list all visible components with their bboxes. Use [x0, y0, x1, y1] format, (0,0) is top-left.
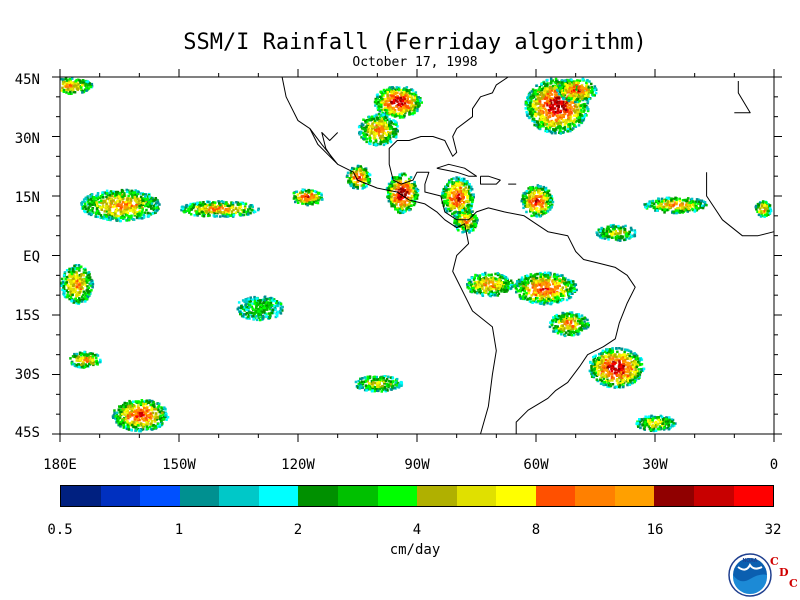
colorbar-swatch-7 — [337, 486, 378, 506]
atlantic-coast — [388, 76, 636, 434]
baja-california — [309, 128, 339, 165]
colorbar-swatch-12 — [535, 486, 576, 506]
rain-cluster-20 — [60, 264, 95, 305]
colorbar-label-0-5: 0.5 — [47, 522, 73, 538]
rain-cluster-24 — [635, 414, 677, 433]
coastlines — [281, 76, 775, 435]
colorbar-swatch-8 — [377, 486, 418, 506]
gulf-of-california — [321, 132, 339, 161]
rain-cluster-10 — [441, 176, 475, 218]
lon-label-0: 0 — [769, 457, 779, 473]
rain-cluster-9 — [385, 172, 420, 215]
rain-cluster-21 — [69, 350, 102, 369]
rain-cluster-13 — [643, 196, 708, 215]
rain-cluster-22 — [111, 399, 170, 433]
rain-cluster-23 — [354, 375, 404, 393]
rainfall-map — [52, 69, 782, 442]
cdc-letter-d: D — [779, 566, 789, 579]
rain-cluster-17 — [466, 271, 515, 298]
lat-label-45n: 45N — [14, 72, 40, 88]
lon-label-30w: 30W — [642, 457, 668, 473]
map-ticks — [52, 69, 782, 442]
colorbar-swatch-0 — [61, 486, 101, 506]
colorbar-swatch-13 — [575, 486, 615, 506]
rain-cluster-1 — [373, 86, 423, 119]
lon-label-180e: 180E — [43, 457, 77, 473]
colorbar-label-2: 2 — [293, 522, 303, 538]
lon-label-120w: 120W — [281, 457, 315, 473]
rain-cluster-5 — [80, 188, 161, 223]
rain-cluster-14 — [595, 223, 637, 242]
colorbar-label-4: 4 — [412, 522, 422, 538]
colorbar-unit: cm/day — [389, 542, 441, 558]
rain-cluster-0 — [60, 77, 94, 95]
colorbar-swatch-9 — [417, 486, 457, 506]
colorbar-swatch-4 — [219, 486, 259, 506]
colorbar-swatch-15 — [654, 486, 694, 506]
colorbar-label-8: 8 — [531, 522, 541, 538]
rain-cluster-2 — [357, 113, 399, 147]
colorbar-swatch-17 — [733, 486, 774, 506]
lat-label-15n: 15N — [14, 190, 40, 206]
colorbar-swatch-16 — [694, 486, 734, 506]
lon-label-90w: 90W — [404, 457, 430, 473]
pacific-coast — [281, 76, 497, 435]
rain-cluster-7 — [292, 188, 324, 207]
rain-cluster-16 — [513, 271, 578, 306]
lat-label-30n: 30N — [14, 131, 40, 147]
colorbar-label-16: 16 — [646, 522, 664, 538]
rain-cluster-15 — [754, 200, 773, 218]
cdc-letter-c-2: C — [789, 577, 798, 590]
colorbar-swatch-5 — [258, 486, 299, 506]
lat-label-15s: 15S — [14, 308, 40, 324]
cuba — [436, 163, 477, 177]
map-date: October 17, 1998 — [352, 55, 478, 70]
colorbar-label-32: 32 — [764, 522, 782, 538]
rain-cluster-11 — [453, 209, 479, 234]
lat-label-eq: EQ — [23, 249, 40, 265]
map-title: SSM/I Rainfall (Ferriday algorithm) — [183, 30, 647, 55]
hispaniola — [480, 175, 501, 185]
lon-label-150w: 150W — [162, 457, 196, 473]
rain-cluster-25 — [236, 295, 284, 322]
west-africa — [706, 172, 775, 237]
cdc-letter-c: C — [770, 555, 779, 568]
rain-cluster-8 — [345, 164, 372, 190]
colorbar-swatch-10 — [456, 486, 497, 506]
colorbar-swatch-11 — [496, 486, 536, 506]
rain-cluster-19 — [548, 311, 590, 338]
rain-field — [60, 77, 773, 433]
rain-cluster-18 — [588, 347, 646, 389]
map-frame — [59, 76, 775, 435]
colorbar-swatch-6 — [298, 486, 338, 506]
iberia — [734, 81, 751, 114]
colorbar-swatch-3 — [179, 486, 220, 506]
lat-label-30s: 30S — [14, 367, 40, 383]
colorbar-swatch-14 — [614, 486, 655, 506]
colorbar — [60, 485, 774, 507]
rain-cluster-4 — [555, 77, 598, 104]
colorbar-label-1: 1 — [174, 522, 184, 538]
lat-label-45s: 45S — [14, 425, 40, 441]
lon-label-60w: 60W — [523, 457, 549, 473]
noaa-logo-icon: NOAA — [728, 553, 772, 597]
rain-cluster-12 — [520, 184, 555, 218]
colorbar-swatch-1 — [100, 486, 141, 506]
colorbar-swatch-2 — [140, 486, 180, 506]
rain-cluster-6 — [180, 200, 260, 218]
